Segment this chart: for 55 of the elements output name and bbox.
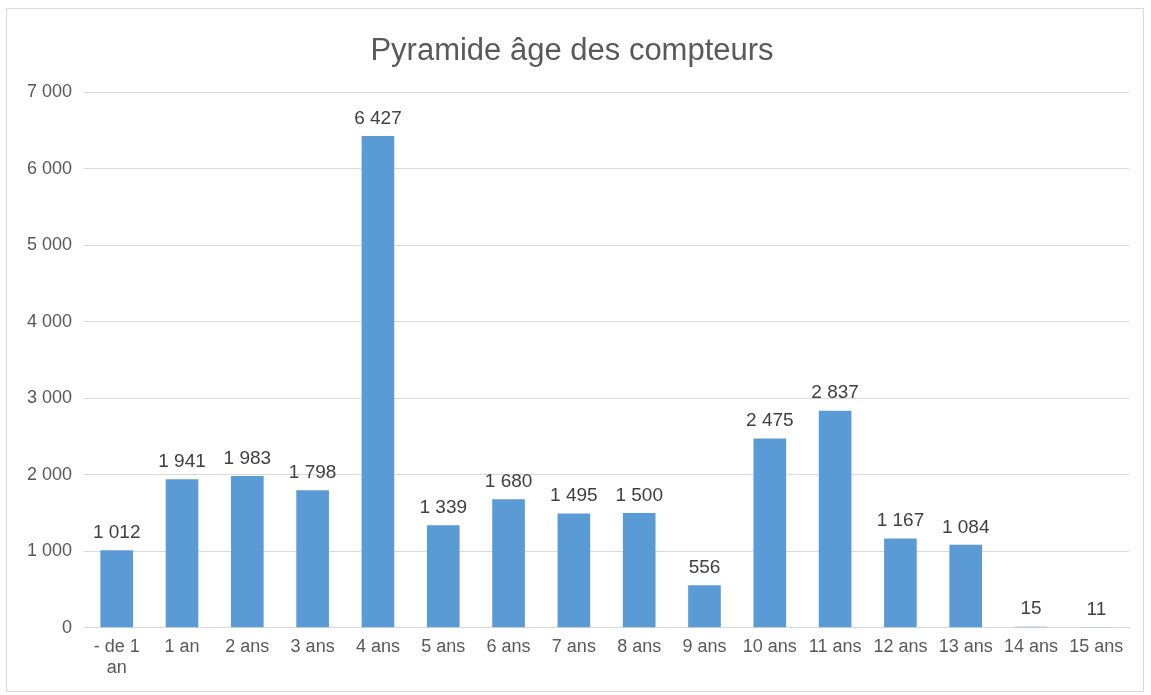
data-label: 1 012 bbox=[92, 521, 141, 543]
data-label: 1 495 bbox=[550, 484, 598, 506]
bar bbox=[426, 525, 460, 628]
bar bbox=[688, 585, 721, 628]
data-label: 1 167 bbox=[876, 509, 925, 531]
bar bbox=[818, 410, 852, 628]
bar bbox=[361, 136, 395, 628]
x-tick-label: 8 ans bbox=[617, 635, 662, 656]
data-label: 1 339 bbox=[419, 496, 468, 518]
x-tick-label: 5 ans bbox=[421, 635, 466, 656]
data-label: 1 680 bbox=[484, 469, 533, 491]
y-tick-label: 4 000 bbox=[27, 310, 73, 331]
y-tick-label: 0 bbox=[62, 616, 73, 637]
data-label: 1 500 bbox=[615, 483, 663, 505]
x-tick-label: 4 ans bbox=[355, 635, 400, 656]
y-tick-label: 3 000 bbox=[27, 387, 73, 408]
data-label: 2 837 bbox=[811, 381, 859, 403]
x-tick-label: 1 an bbox=[164, 635, 200, 656]
x-tick-label: - de 1 an bbox=[93, 635, 140, 678]
data-label: 15 bbox=[1020, 597, 1042, 619]
x-tick-label: 11 ans bbox=[808, 635, 862, 656]
x-tick-label: 13 ans bbox=[938, 635, 993, 656]
bar bbox=[230, 476, 264, 628]
x-tick-label: 2 ans bbox=[225, 635, 270, 656]
x-tick-label: 7 ans bbox=[551, 635, 596, 656]
y-tick-label: 6 000 bbox=[27, 157, 73, 178]
bar bbox=[165, 479, 199, 628]
data-label: 6 427 bbox=[354, 106, 402, 128]
y-tick-label: 7 000 bbox=[27, 81, 73, 102]
chart-title: Pyramide âge des compteurs bbox=[370, 32, 774, 68]
data-label: 1 084 bbox=[941, 515, 990, 537]
bar bbox=[492, 499, 525, 628]
data-label: 1 983 bbox=[223, 446, 272, 468]
x-tick-label: 6 ans bbox=[486, 635, 531, 656]
data-label: 2 475 bbox=[746, 409, 794, 431]
x-tick-label: 10 ans bbox=[742, 635, 797, 656]
data-label: 556 bbox=[688, 555, 721, 577]
x-tick-label: 12 ans bbox=[873, 635, 928, 656]
x-tick-label: 15 ans bbox=[1069, 635, 1124, 656]
bar bbox=[557, 513, 591, 628]
bar bbox=[622, 513, 656, 628]
data-label: 1 941 bbox=[158, 450, 206, 472]
bar bbox=[753, 438, 787, 628]
x-tick-label: 9 ans bbox=[682, 635, 727, 656]
data-label: 11 bbox=[1086, 597, 1107, 619]
bar bbox=[296, 490, 329, 628]
bar bbox=[100, 550, 134, 628]
x-tick-label: 14 ans bbox=[1004, 635, 1059, 656]
y-tick-label: 5 000 bbox=[27, 234, 73, 255]
x-tick-label: 3 ans bbox=[290, 635, 335, 656]
y-tick-label: 2 000 bbox=[27, 463, 73, 484]
data-label: 1 798 bbox=[288, 460, 337, 482]
bar bbox=[949, 544, 983, 628]
y-tick-label: 1 000 bbox=[27, 540, 73, 561]
bar bbox=[884, 538, 917, 628]
